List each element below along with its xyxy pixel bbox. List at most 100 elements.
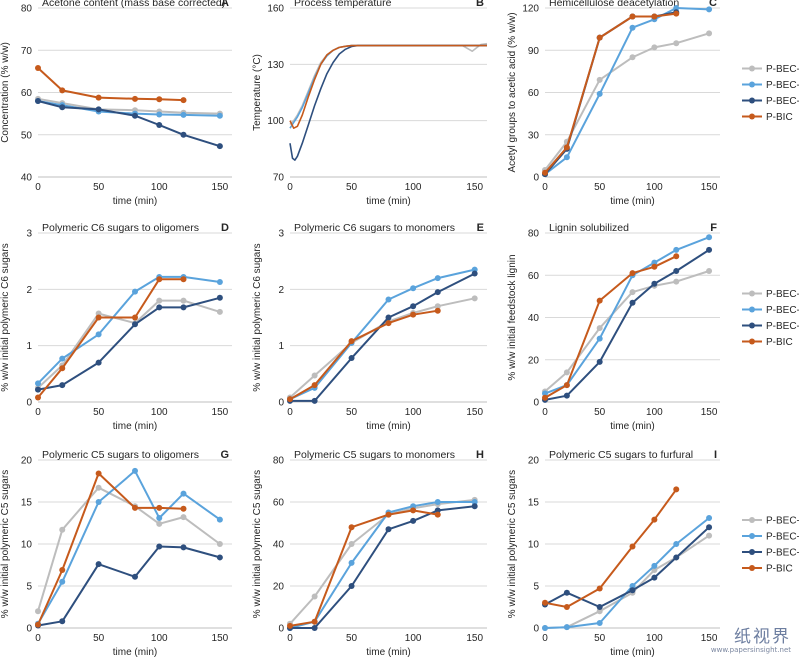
data-point-p-bic [348,338,355,345]
legend-i: P-BEC-1 P-BEC-2 P-BEC-3 P-BIC [742,516,799,575]
x-tick-label: 100 [151,182,168,193]
x-axis-label: time (min) [610,421,654,432]
data-point-p-bec-2 [95,499,102,505]
x-tick-label: 50 [594,633,606,644]
data-point-p-bic [673,253,680,260]
x-axis-label: time (min) [366,421,410,432]
x-tick-label: 100 [405,407,422,418]
x-tick-label: 150 [212,407,229,418]
y-tick-label: 160 [267,4,284,15]
data-point-p-bic [629,543,636,550]
data-point-p-bec-2 [563,154,570,161]
x-tick-label: 150 [701,182,718,193]
y-tick-label: 20 [528,355,540,366]
y-tick-label: 40 [528,313,540,324]
x-tick-label: 0 [35,633,41,644]
data-point-p-bec-2 [434,275,441,282]
legend-swatch-marker [749,565,755,571]
x-tick-label: 150 [466,182,483,193]
panel-title: Polymeric C5 sugars to furfural [549,449,693,461]
data-point-p-bec-2 [132,467,138,474]
data-point-p-bic [434,307,441,314]
data-point-p-bic [35,64,41,71]
data-point-p-bec-3 [132,573,138,580]
data-point-p-bec-3 [216,294,223,301]
data-point-p-bec-2 [673,5,680,11]
y-tick-label: 2 [26,285,32,296]
data-point-p-bic [563,144,570,151]
series-line-p-bec-2 [289,44,487,129]
data-point-p-bec-1 [180,297,187,304]
legend-swatch-marker [749,97,755,104]
data-point-p-bec-1 [216,541,223,547]
data-point-p-bec-3 [180,544,187,551]
data-point-p-bec-2 [706,6,713,13]
data-point-p-bec-3 [311,397,318,404]
y-axis-label: % w/w initial feedstock lignin [507,254,518,380]
series-line-p-bec-2 [544,517,710,629]
y-tick-label: 40 [21,173,33,184]
x-axis-label: time (min) [113,196,157,207]
y-tick-label: 80 [21,4,33,15]
panel-c: 0 30 60 90 120 0 50 100 150 Hemicellulose deacety… [507,0,799,207]
data-point-p-bec-2 [216,516,223,523]
legend-swatch-marker [749,290,755,297]
data-point-p-bec-3 [434,507,441,514]
x-axis-label: time (min) [610,647,654,658]
x-tick-label: 0 [542,633,548,644]
series-line-p-bic [289,509,438,627]
legend-label: P-BEC-1 [766,516,799,527]
data-point-p-bec-3 [385,526,392,533]
data-point-p-bec-2 [385,296,392,303]
legend-label: P-BIC [766,564,793,575]
y-tick-label: 20 [273,582,285,593]
data-point-p-bic [410,507,417,514]
y-tick-label: 0 [278,398,284,409]
x-tick-label: 50 [93,182,105,193]
data-point-p-bec-3 [596,358,603,365]
data-point-p-bic [156,276,163,283]
panel-letter: E [477,222,484,234]
y-tick-label: 1 [278,341,284,352]
y-tick-label: 80 [528,229,540,240]
y-tick-label: 0 [533,624,539,635]
x-tick-label: 50 [594,407,606,418]
data-point-p-bec-3 [348,583,355,589]
x-tick-label: 50 [594,182,606,193]
legend-swatch-marker [749,81,755,88]
data-point-p-bec-2 [596,90,603,97]
y-axis-label: % w/w initial polymeric C5 sugars [0,470,11,618]
y-tick-label: 0 [26,398,32,409]
data-point-p-bec-1 [596,608,603,615]
data-point-p-bic [180,97,187,104]
data-point-p-bic [596,34,603,41]
x-axis-label: time (min) [366,196,410,207]
x-tick-label: 0 [35,407,41,418]
x-tick-label: 50 [93,633,105,644]
data-point-p-bic [35,394,41,401]
legend-label: P-BIC [766,337,793,348]
data-point-p-bec-2 [132,288,138,295]
legend-swatch-marker [749,113,755,120]
y-axis-label: Acetyl groups to acetic acid (% w/w) [507,12,518,172]
data-point-p-bec-2 [651,259,658,266]
data-point-p-bec-3 [59,382,66,389]
data-point-p-bec-3 [59,618,66,625]
data-point-p-bic [132,504,138,511]
data-point-p-bic [180,276,187,283]
x-tick-label: 100 [646,182,663,193]
data-point-p-bec-3 [651,574,658,581]
data-point-p-bec-2 [596,335,603,342]
y-tick-label: 70 [21,46,33,57]
x-tick-label: 150 [212,182,229,193]
data-point-p-bec-2 [216,112,223,119]
panel-letter: C [709,0,717,9]
panel-title: Process temperature [294,0,392,9]
x-tick-label: 50 [346,407,358,418]
y-tick-label: 0 [278,624,284,635]
data-point-p-bec-2 [95,331,102,338]
data-point-p-bec-1 [673,40,680,47]
series-line-p-bec-3 [289,44,487,161]
data-point-p-bec-3 [35,386,41,393]
y-tick-label: 50 [21,130,33,141]
